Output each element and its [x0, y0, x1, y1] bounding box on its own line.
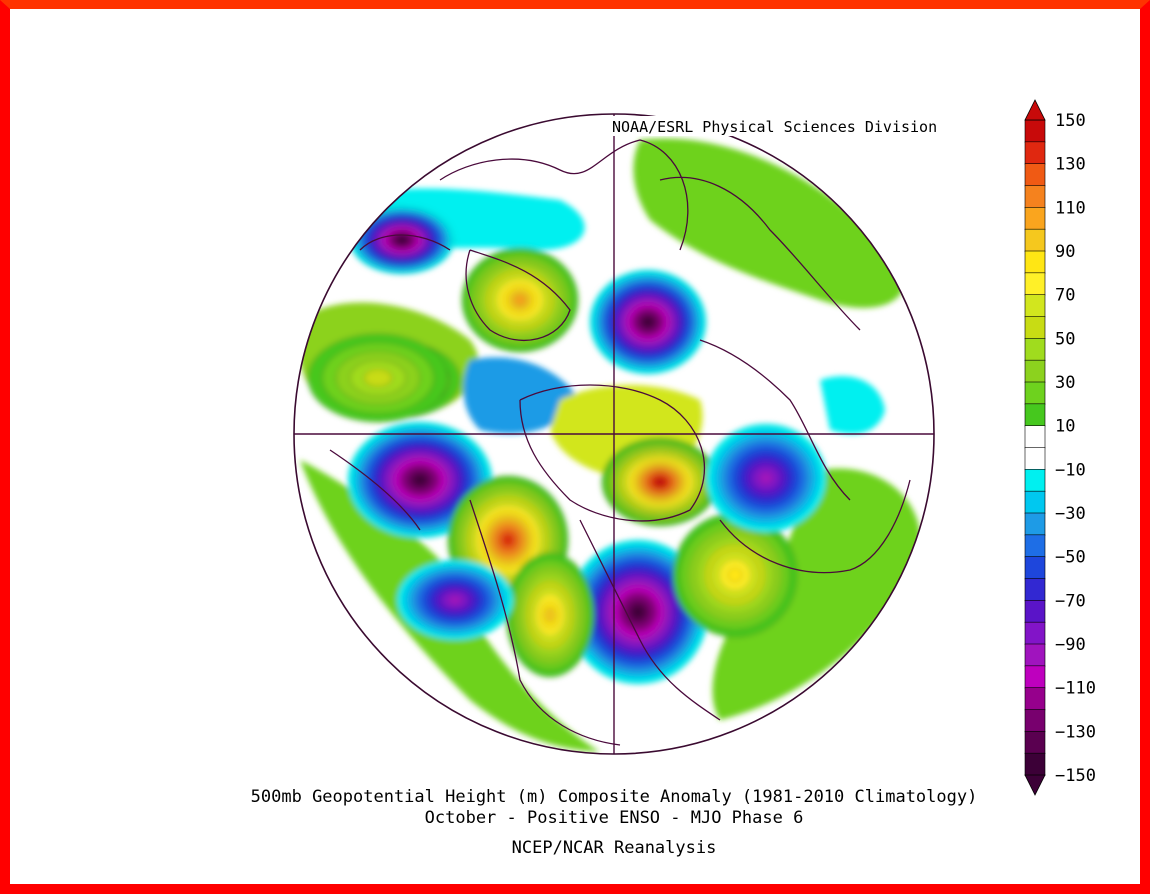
anomaly-center-north-pacific-low: [349, 205, 455, 275]
colorbar-label: 10: [1055, 417, 1075, 437]
anomaly-center-alaska-high: [461, 247, 579, 353]
anomaly-center-east-pacific-low: [705, 423, 827, 533]
colorbar-min-arrow: [1024, 774, 1046, 796]
colorbar-bin: [1024, 447, 1046, 471]
colorbar-label: 130: [1055, 155, 1086, 175]
colorbar-bin: [1024, 469, 1046, 492]
colorbar-bin: [1024, 381, 1046, 405]
colorbar-bin: [1024, 425, 1046, 449]
colorbar-label: 50: [1055, 329, 1075, 349]
colorbar-label: −50: [1055, 548, 1086, 568]
colorbar-bin: [1024, 228, 1046, 252]
colorbar-bin: [1024, 643, 1046, 667]
anomaly-center-subtropical-pacific-high: [307, 333, 449, 423]
anomaly-center-atlantic-high: [672, 512, 798, 638]
colorbar-bin: [1024, 403, 1046, 427]
data-source: NCEP/NCAR Reanalysis: [512, 838, 717, 858]
colorbar-bin: [1024, 578, 1046, 602]
field-band-2: [712, 468, 922, 720]
colorbar-label: 70: [1055, 286, 1075, 306]
colorbar-bin: [1024, 294, 1046, 318]
colorbar-bin: [1024, 185, 1046, 209]
colorbar-bin: [1024, 665, 1046, 689]
anomaly-center-west-coast-high: [505, 552, 595, 678]
colorbar-bin: [1024, 119, 1046, 143]
colorbar-bin: [1024, 272, 1046, 296]
coastlines: [329, 139, 911, 746]
anomaly-center-nw-atlantic-low: [567, 539, 709, 685]
colorbar-bin: [1024, 556, 1046, 580]
colorbar-label: 90: [1055, 242, 1075, 262]
colorbar-label: −90: [1055, 635, 1086, 655]
colorbar-bin: [1024, 250, 1046, 274]
colorbar-bin: [1024, 338, 1046, 361]
colorbar-bin: [1024, 163, 1046, 187]
colorbar-label: −130: [1055, 722, 1096, 742]
colorbar-label: −70: [1055, 591, 1086, 611]
colorbar-bin: [1024, 359, 1046, 383]
colorbar-label: −150: [1055, 766, 1096, 786]
colorbar-bin: [1024, 752, 1046, 776]
colorbar-bin: [1024, 141, 1046, 165]
colorbar-bin: [1024, 621, 1046, 645]
colorbar-label: 110: [1055, 198, 1086, 218]
figure-subtitle: October - Positive ENSO - MJO Phase 6: [425, 808, 804, 828]
anomaly-center-arctic-low: [589, 269, 707, 375]
anomaly-field: [294, 114, 934, 754]
colorbar-bin: [1024, 600, 1046, 623]
anomaly-center-greenland-high: [601, 437, 719, 527]
colorbar-label: −30: [1055, 504, 1086, 524]
colorbar-bin: [1024, 731, 1046, 754]
colorbar-bin: [1024, 490, 1046, 514]
colorbar-max-arrow: [1024, 99, 1046, 121]
field-band-5: [463, 357, 580, 434]
colorbar-bin: [1024, 316, 1046, 340]
credit-background: [592, 116, 942, 136]
credit-label: NOAA/ESRL Physical Sciences Division: [612, 118, 937, 136]
colorbar-label: 150: [1055, 111, 1086, 131]
colorbar-bin: [1024, 709, 1046, 733]
colorbar-bin: [1024, 687, 1046, 711]
anomaly-center-siberia-low: [396, 559, 514, 641]
colorbar-bin: [1024, 534, 1046, 558]
colorbar-bin: [1024, 512, 1046, 536]
colorbar-label: −10: [1055, 460, 1086, 480]
field-band-7: [820, 376, 885, 434]
figure-title: 500mb Geopotential Height (m) Composite …: [251, 787, 978, 807]
colorbar-bin: [1024, 207, 1046, 230]
colorbar-label: 30: [1055, 373, 1075, 393]
colorbar: 150 130 110 90 70 50 30 10 −10 −30 −50 −70 −90 −110 −1…: [1024, 99, 1096, 796]
map-disc-border: [293, 113, 935, 755]
field-band-1: [633, 138, 906, 308]
colorbar-label: −110: [1055, 679, 1096, 699]
